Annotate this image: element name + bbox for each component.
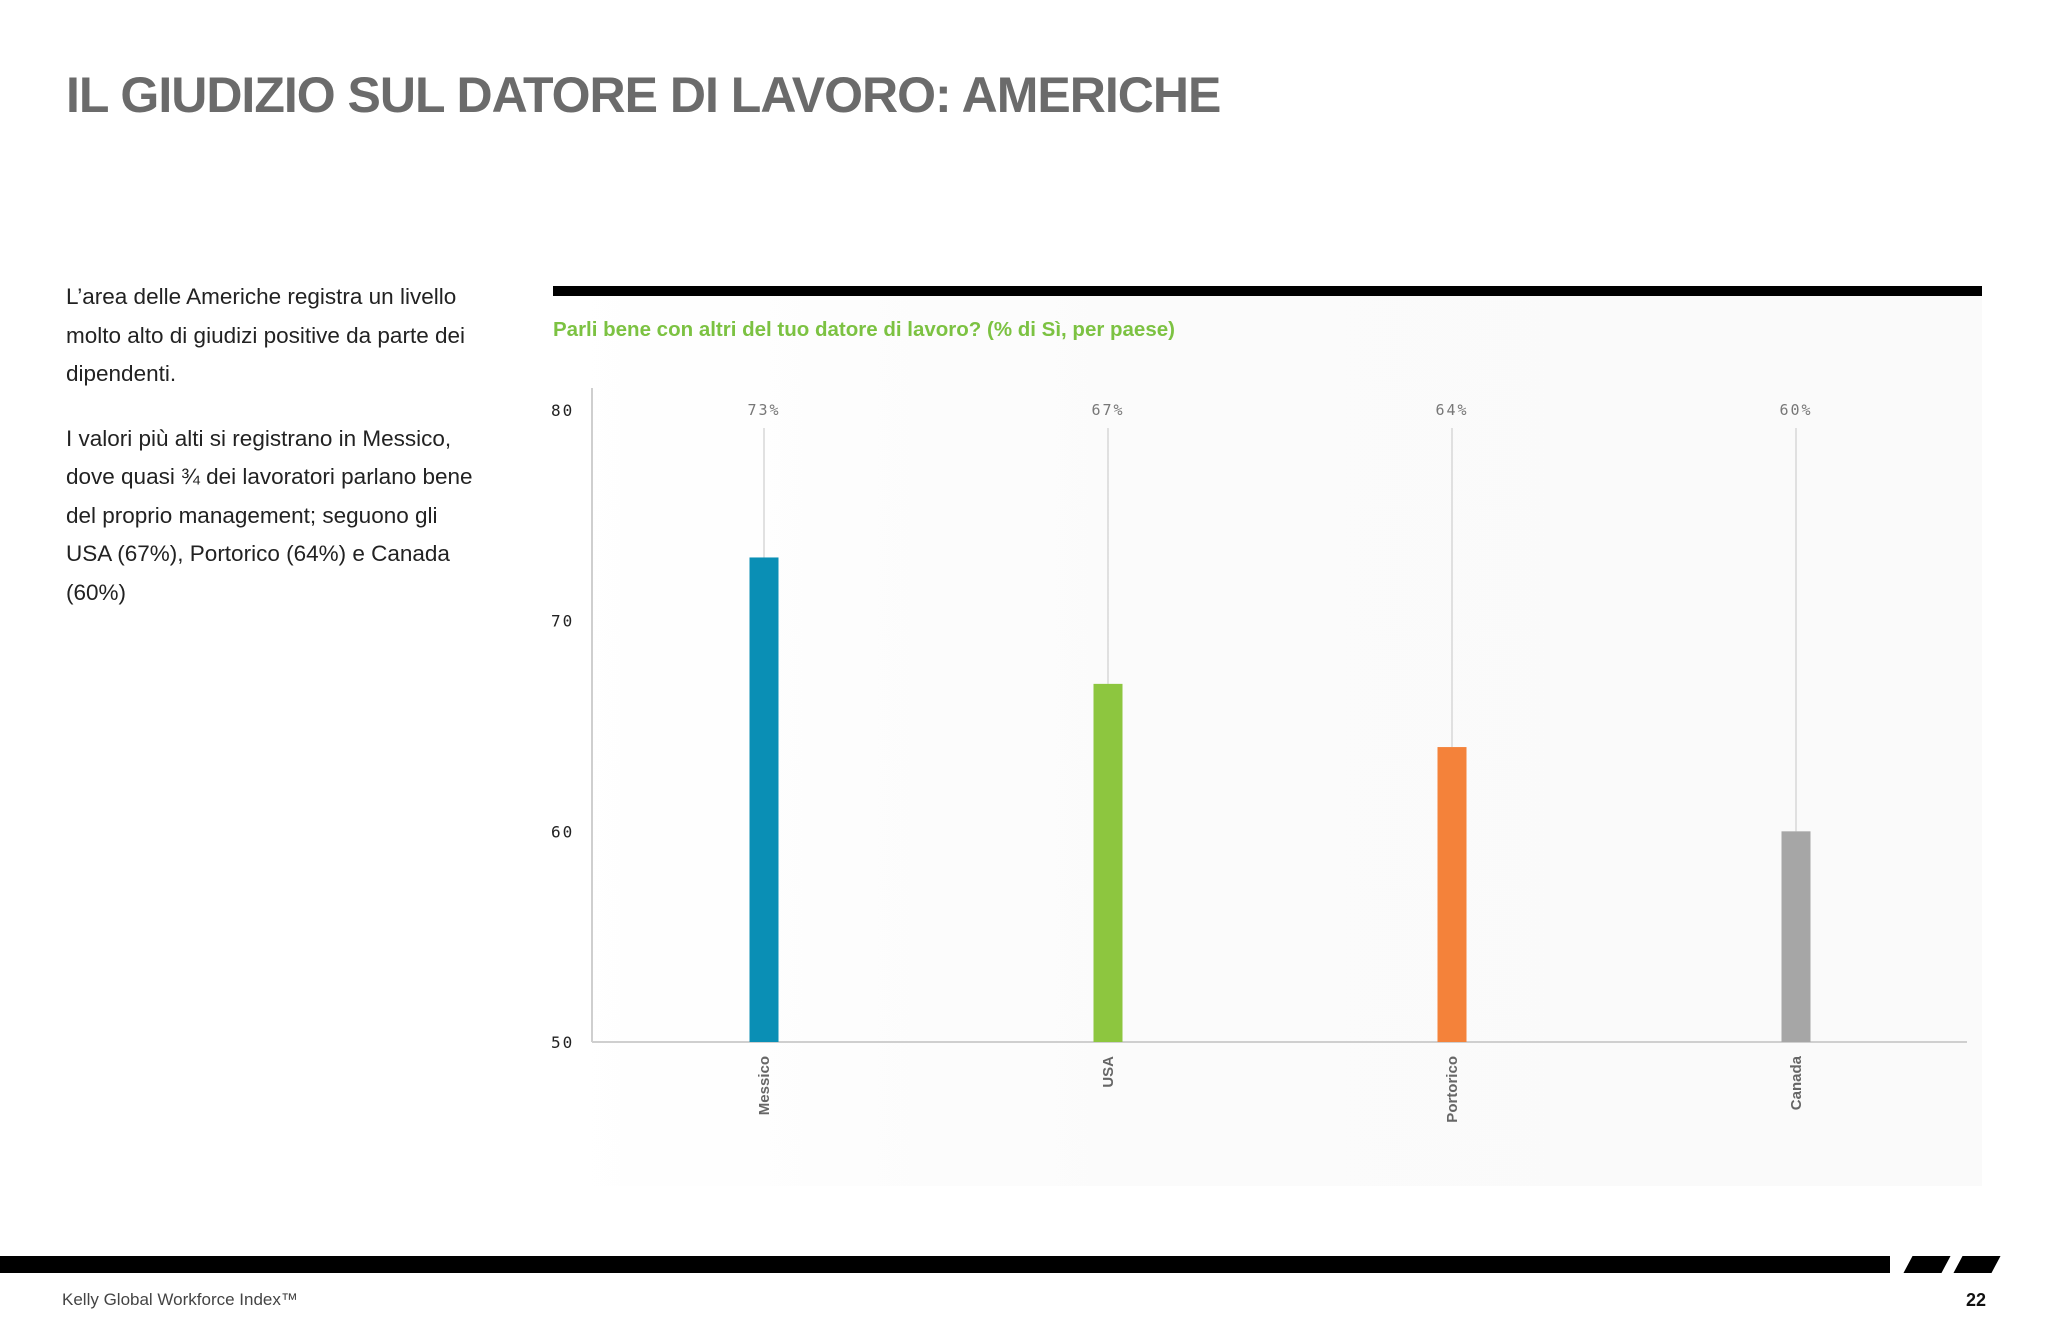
page-title: IL GIUDIZIO SUL DATORE DI LAVORO: AMERIC… [66,67,1221,123]
bar-messico [749,557,779,1042]
y-tick-label: 50 [551,1033,574,1052]
intro-paragraph: I valori più alti si registrano in Messi… [66,425,473,605]
bar-value-label: 73% [747,401,780,419]
footer-bar [0,1256,1890,1273]
bar-value-label: 60% [1779,401,1812,419]
y-tick-label: 60 [551,822,574,841]
x-category-label: USA [1100,1056,1117,1088]
bar-value-label: 67% [1091,401,1124,419]
x-category-label: Portorico [1444,1056,1461,1123]
chart-subtitle: Parli bene con altri del tuo datore di l… [553,318,1175,341]
y-tick-label: 70 [551,612,574,631]
bar-portorico [1437,747,1467,1042]
bar-value-label: 64% [1435,401,1468,419]
y-tick-label: 80 [551,401,574,420]
x-category-label: Messico [756,1056,773,1115]
bar-usa [1093,683,1123,1042]
footer-brand: Kelly Global Workforce Index™ [62,1290,298,1309]
chart-top-rule [553,286,1982,296]
x-category-label: Canada [1788,1055,1805,1110]
page-number: 22 [1966,1290,1987,1310]
intro-paragraph: L’area delle Americhe registra un livell… [66,284,465,386]
chart-panel [553,286,1982,1186]
bar-canada [1781,831,1811,1042]
intro-text: L’area delle Americhe registra un livell… [66,278,486,638]
